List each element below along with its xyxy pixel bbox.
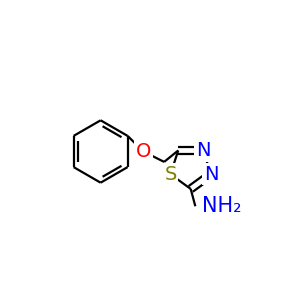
Text: NH₂: NH₂: [202, 196, 242, 216]
Text: S: S: [164, 165, 177, 184]
Text: N: N: [204, 165, 218, 184]
Text: N: N: [196, 141, 211, 160]
Text: O: O: [136, 142, 151, 161]
